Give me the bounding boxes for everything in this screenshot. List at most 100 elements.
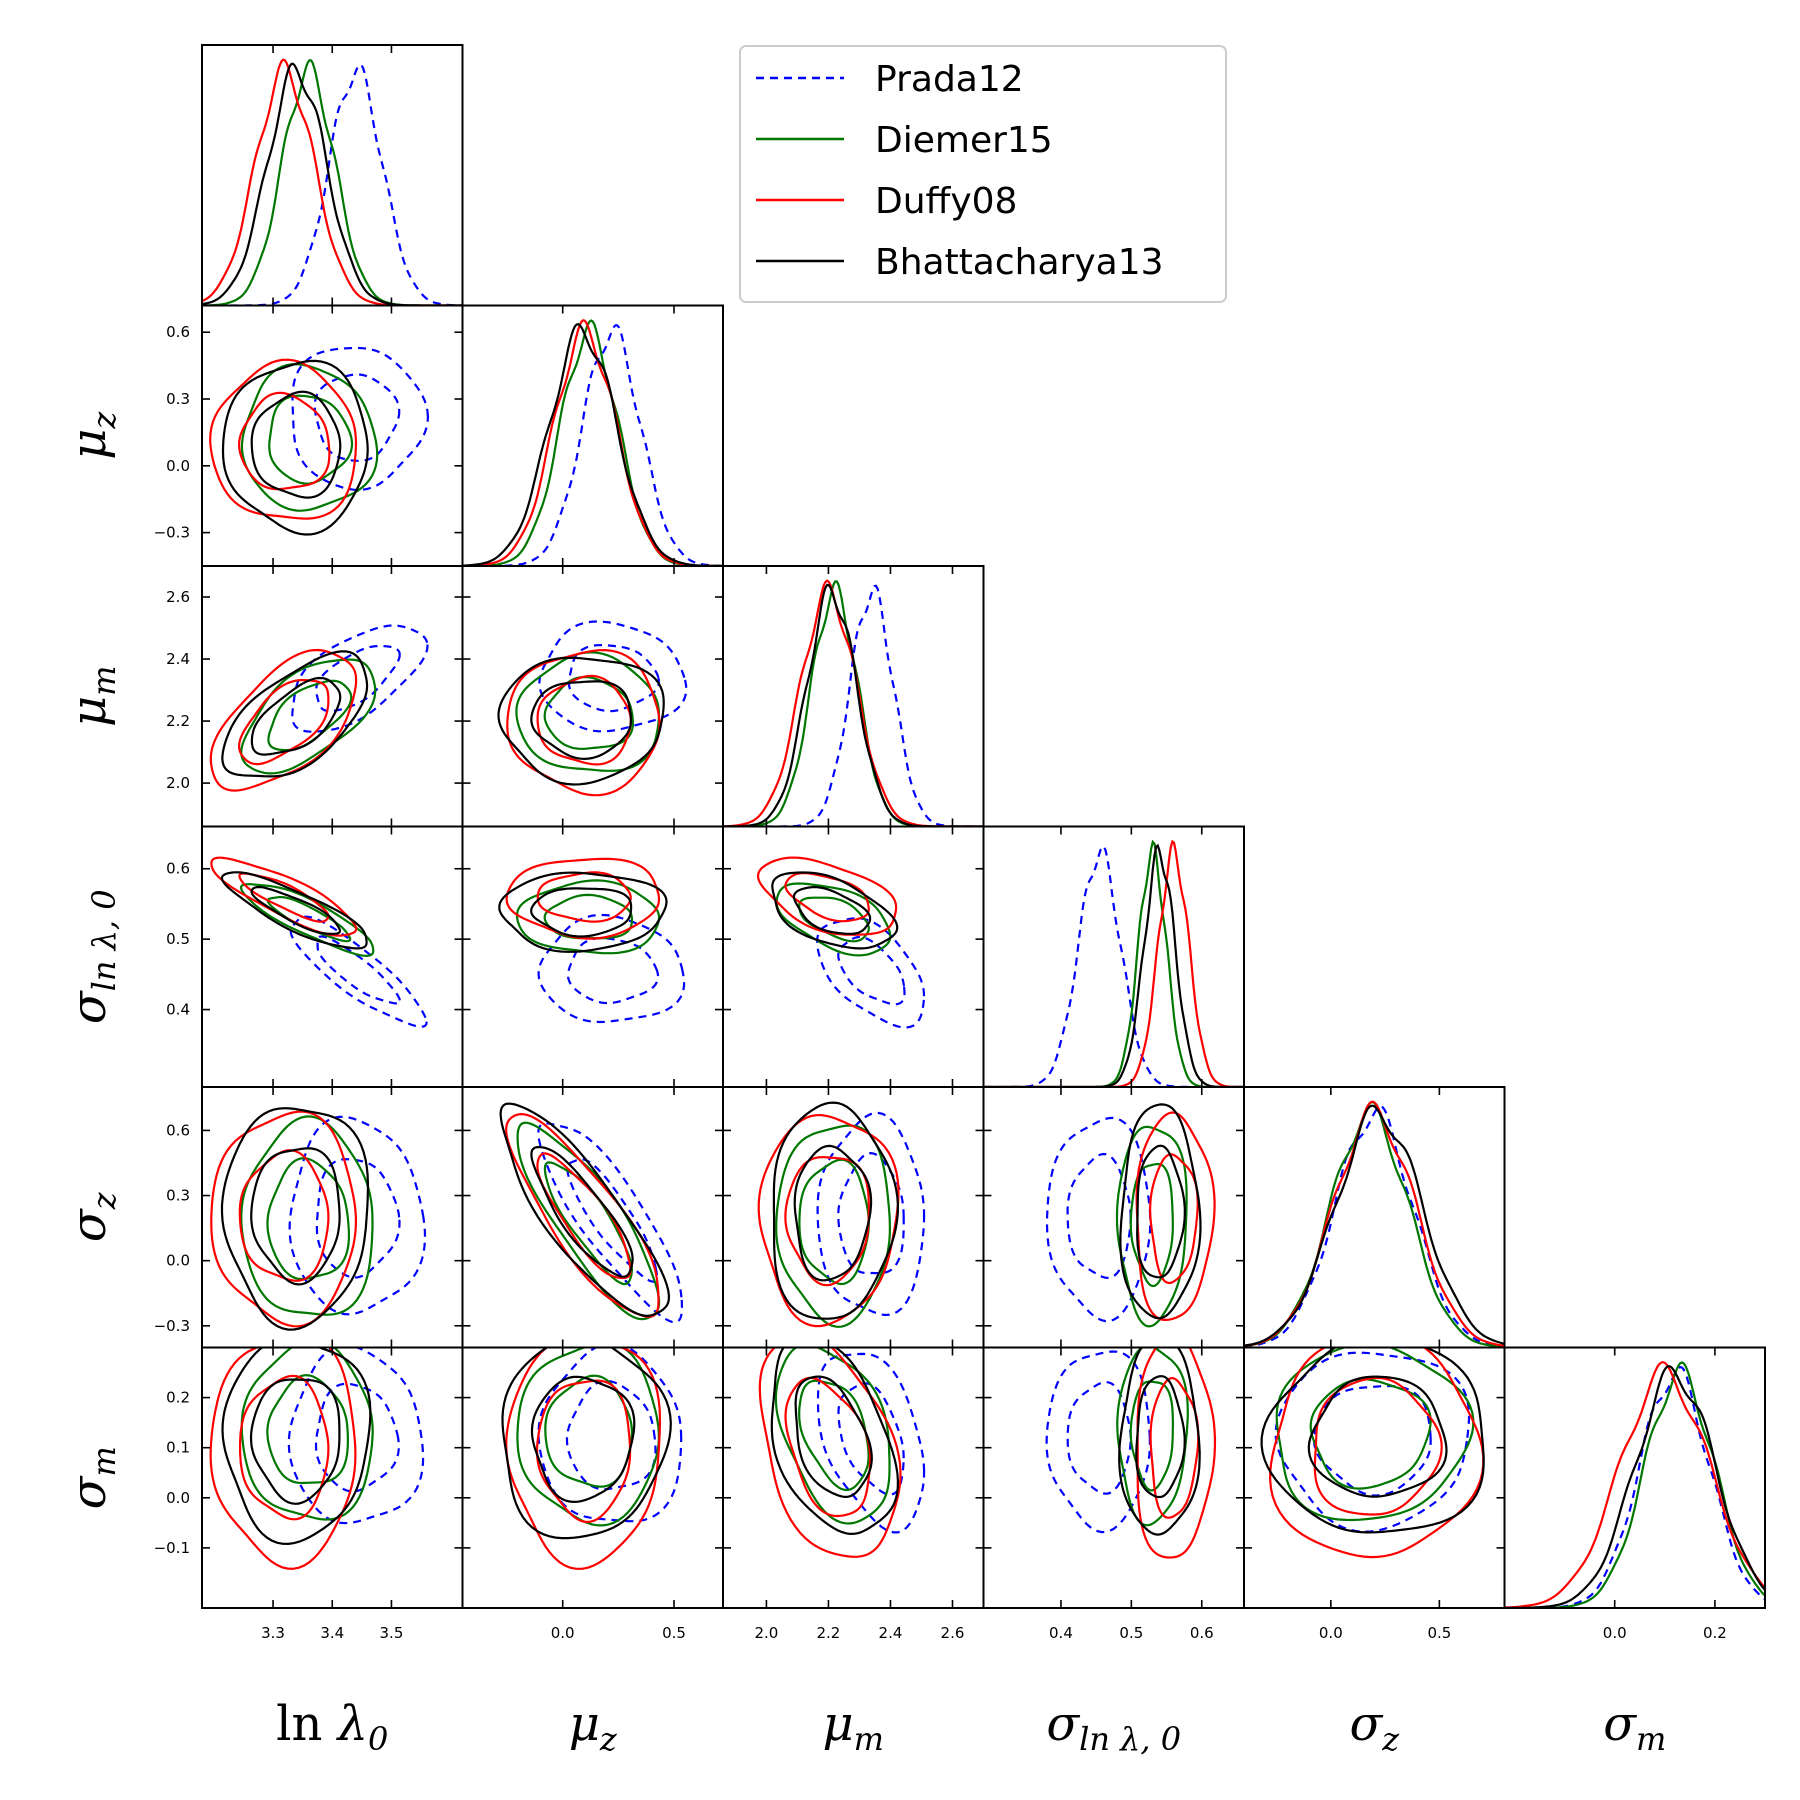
marginal-duffy08-sigz	[1244, 1100, 1505, 1347]
panel-plot-area	[210, 856, 428, 1028]
contour-prada12-68	[565, 1379, 657, 1491]
marginal-diemer15-sigz	[1244, 1100, 1505, 1348]
y-tick-label: −0.3	[154, 524, 190, 542]
y-tick-label: 0.0	[166, 1489, 190, 1507]
panel-sigm-mum: 2.0 2.2 2.4 2.6	[722, 1346, 985, 1642]
legend-label-prada12: Prada12	[875, 59, 1024, 100]
contour-duffy08-68	[237, 679, 330, 766]
panel-plot-area	[757, 856, 926, 1029]
marginal-diemer15-muz	[462, 319, 723, 566]
panel-plot-area	[501, 1347, 683, 1570]
y-tick-label: 2.0	[166, 774, 190, 792]
legend-entry-bhattacharya13: Bhattacharya13	[756, 242, 1164, 283]
panel-frame	[722, 1346, 985, 1609]
contour-duffy08-68	[784, 1376, 872, 1518]
contour-prada12-95	[289, 915, 428, 1028]
panel-lnlam0-lnlam0	[201, 44, 464, 307]
y-tick-label: 0.4	[166, 1001, 190, 1019]
panel-slnlam-lnlam0: 0.4 0.5 0.6	[166, 825, 464, 1088]
contour-prada12-95	[1274, 1351, 1471, 1533]
contour-diemer15-68	[798, 1379, 870, 1492]
contour-duffy08-68	[239, 1374, 330, 1521]
contour-diemer15-68	[543, 675, 634, 750]
panel-plot-area	[1045, 1103, 1216, 1328]
panel-frame	[201, 825, 464, 1088]
panel-sigm-lnlam0: 3.3 3.4 3.5 −0.1 0.0 0.1 0.2	[154, 1346, 464, 1642]
corner-panels: −0.3 0.0 0.3 0.6 2.0 2.2 2.4 2.6 0.4 0.5 0.6 −0.3 0.…	[154, 44, 1766, 1642]
contour-duffy08-68	[536, 871, 632, 923]
panel-slnlam-mum	[722, 825, 985, 1088]
contour-prada12-95	[1045, 1116, 1152, 1323]
panel-plot-area	[209, 1347, 425, 1570]
x-tick-label: 0.5	[1119, 1624, 1143, 1642]
contour-prada12-68	[316, 935, 401, 1005]
contour-prada12-68	[1312, 1384, 1432, 1497]
contour-prada12-95	[537, 1122, 684, 1324]
contour-duffy08-95	[210, 1110, 357, 1328]
y-axis-label-sigm: σm	[61, 1446, 123, 1509]
panel-plot-area	[1260, 1347, 1485, 1559]
contour-bhattacharya13-68	[793, 1144, 873, 1282]
panel-frame	[201, 565, 464, 828]
panel-plot-area	[1244, 1100, 1505, 1348]
panel-plot-area	[462, 319, 723, 566]
panel-sigm-sigz: 0.0 0.5	[1243, 1346, 1506, 1642]
contour-duffy08-95	[1269, 1347, 1485, 1559]
contour-diemer15-95	[240, 363, 379, 512]
panel-frame	[722, 825, 985, 1088]
y-tick-label: −0.3	[154, 1317, 190, 1335]
contour-diemer15-68	[266, 1374, 350, 1485]
marginal-duffy08-lnlam0	[202, 58, 463, 306]
contour-diemer15-68	[543, 1161, 634, 1286]
marginal-bhattacharya13-slnlam	[983, 843, 1244, 1087]
contour-duffy08-68	[536, 1152, 632, 1280]
contour-bhattacharya13-95	[220, 1107, 369, 1331]
contour-duffy08-68	[536, 1379, 632, 1524]
contour-bhattacharya13-95	[1119, 1103, 1202, 1320]
panel-sigz-slnlam	[982, 1086, 1245, 1349]
contour-duffy08-68	[1148, 1153, 1199, 1285]
contour-diemer15-95	[239, 883, 375, 958]
x-axis-label-slnlam: σln λ, 0	[1046, 1696, 1181, 1758]
legend-entry-diemer15: Diemer15	[756, 120, 1053, 161]
contour-prada12-95	[291, 624, 429, 733]
contour-duffy08-95	[505, 1112, 660, 1318]
y-tick-label: 0.3	[166, 390, 190, 408]
marginal-prada12-sigm	[1504, 1365, 1765, 1608]
contour-diemer15-68	[543, 893, 633, 940]
legend-label-duffy08: Duffy08	[875, 181, 1017, 222]
panel-sigm-sigm: 0.0 0.2	[1503, 1346, 1766, 1642]
panel-frame	[461, 825, 724, 1088]
panel-plot-area	[209, 624, 429, 792]
contour-bhattacharya13-68	[250, 676, 342, 756]
contour-bhattacharya13-95	[220, 871, 368, 950]
panel-sigz-sigz	[1243, 1086, 1506, 1349]
panel-sigz-muz	[461, 1086, 724, 1349]
panel-plot-area	[983, 839, 1244, 1087]
x-tick-label: 3.3	[261, 1624, 285, 1642]
panel-frame	[982, 825, 1245, 1088]
contour-bhattacharya13-95	[497, 656, 665, 786]
contour-bhattacharya13-95	[498, 871, 668, 953]
legend-frame	[739, 45, 1227, 303]
contour-duffy08-68	[237, 391, 331, 491]
x-tick-label: 2.6	[941, 1624, 965, 1642]
y-axis-label-muz: μz	[61, 411, 123, 460]
y-tick-label: 2.6	[166, 588, 190, 606]
panel-plot-area	[209, 346, 430, 536]
panel-frame	[461, 1346, 724, 1609]
legend-entry-prada12: Prada12	[756, 59, 1024, 100]
contour-prada12-68	[315, 1158, 401, 1279]
panel-plot-area	[497, 620, 688, 797]
contour-prada12-95	[538, 620, 688, 733]
marginal-diemer15-mum	[723, 580, 984, 827]
contour-prada12-68	[314, 1382, 400, 1493]
contour-bhattacharya13-68	[250, 390, 342, 499]
contour-duffy08-95	[1136, 1347, 1217, 1559]
marginal-duffy08-sigm	[1504, 1361, 1765, 1608]
marginal-prada12-sigz	[1244, 1105, 1505, 1348]
contour-bhattacharya13-95	[499, 1102, 671, 1318]
panel-mum-mum	[722, 565, 985, 828]
marginal-diemer15-sigm	[1504, 1361, 1765, 1608]
